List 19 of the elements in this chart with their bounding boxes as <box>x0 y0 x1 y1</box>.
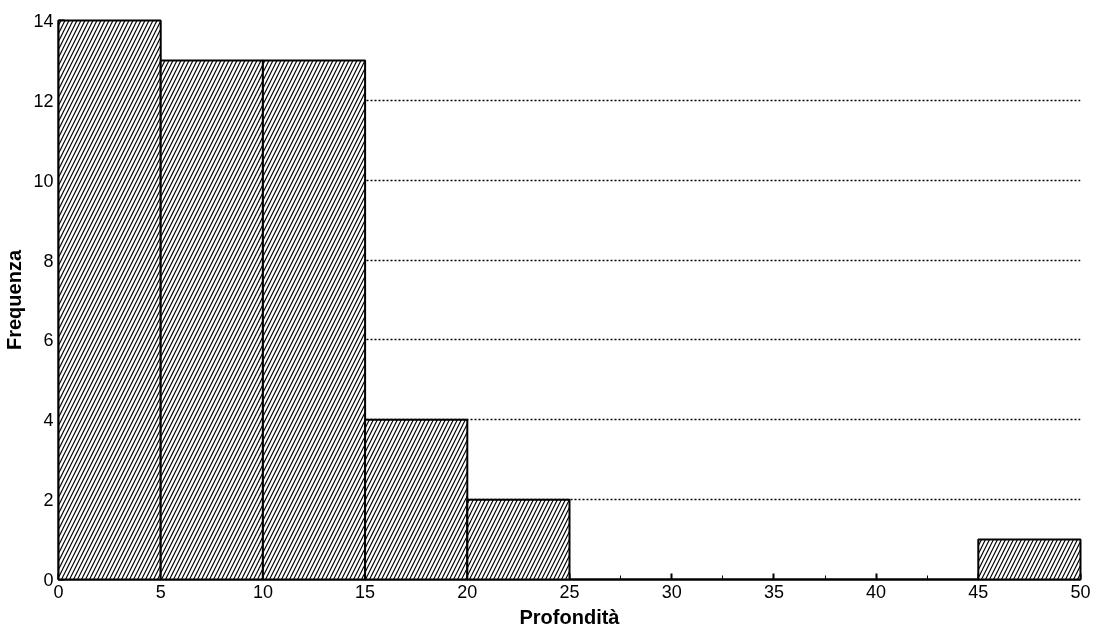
x-tick-label: 5 <box>155 581 166 602</box>
x-tick-label: 30 <box>661 581 682 602</box>
x-tick-label: 40 <box>866 581 887 602</box>
x-tick-label: 10 <box>252 581 273 602</box>
x-tick-label: 35 <box>763 581 784 602</box>
x-tick-label: 15 <box>355 581 376 602</box>
y-tick-label: 10 <box>33 170 54 191</box>
y-tick-label: 12 <box>33 90 54 111</box>
y-tick-label: 2 <box>43 490 54 511</box>
y-axis-title: Frequenza <box>3 249 26 351</box>
y-tick-label: 8 <box>43 250 54 271</box>
x-tick-label: 20 <box>457 581 478 602</box>
x-tick-label: 45 <box>968 581 989 602</box>
x-axis-title: Profondità <box>519 605 621 628</box>
y-tick-label: 14 <box>33 11 54 31</box>
x-tick-label: 25 <box>559 581 580 602</box>
y-tick-label: 4 <box>43 410 54 431</box>
y-tick-label: 6 <box>43 330 54 351</box>
x-tick-label: 50 <box>1070 581 1091 602</box>
